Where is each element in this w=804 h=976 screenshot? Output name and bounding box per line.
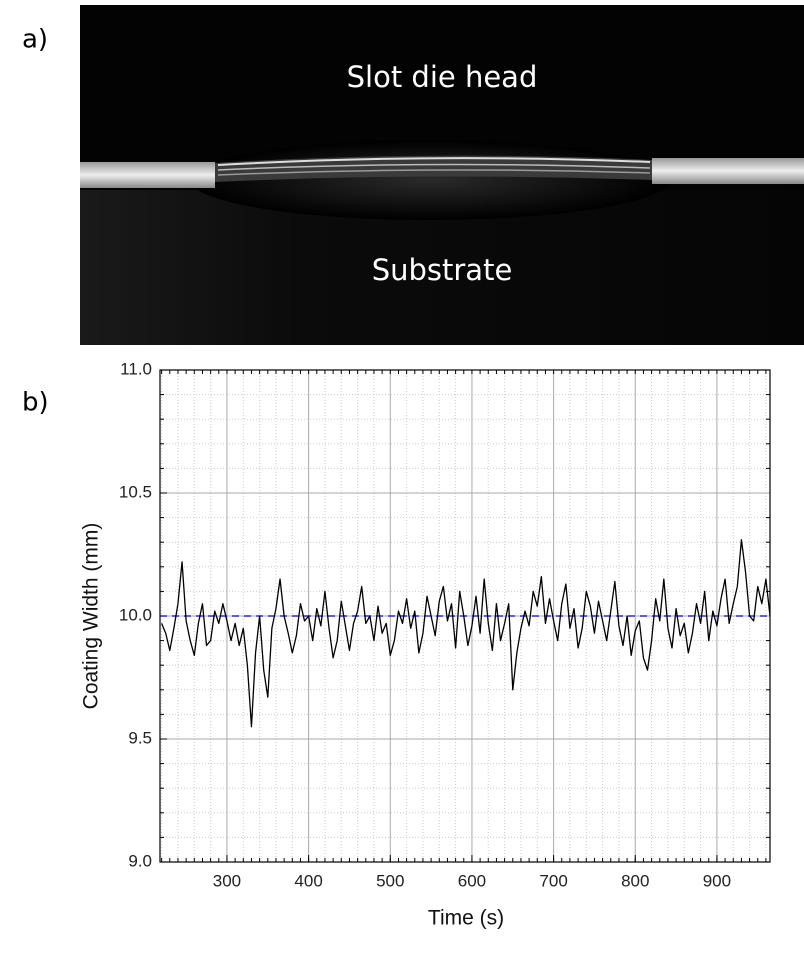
- y-tick-label: 11.0: [120, 359, 152, 378]
- line-series: [161, 539, 771, 728]
- y-tick-label: 9.5: [128, 728, 152, 747]
- y-tick-label: 10.0: [119, 605, 152, 624]
- x-tick-label: 700: [539, 871, 567, 890]
- panel-label: b): [22, 388, 49, 418]
- plot-frame: [159, 369, 771, 863]
- photo-label: Substrate: [372, 253, 513, 287]
- photo-label: Slot die head: [347, 60, 538, 94]
- x-tick-label: 400: [294, 871, 322, 890]
- panel-label: a): [22, 25, 48, 55]
- x-tick-label: 800: [621, 871, 649, 890]
- y-axis-title: Coating Width (mm): [80, 523, 103, 710]
- x-tick-label: 900: [703, 871, 731, 890]
- x-tick-label: 600: [458, 871, 486, 890]
- y-tick-label: 10.5: [119, 482, 152, 501]
- x-tick-label: 300: [213, 871, 241, 890]
- photo: Slot die head Substrate: [80, 5, 804, 345]
- x-axis-title: Time (s): [428, 907, 504, 930]
- chart: 9.0 9.5 10.0 10.5 11.0 300 400 500 600 700 800 900: [119, 359, 771, 890]
- y-tick-label: 9.0: [128, 851, 152, 870]
- x-tick-label: 500: [376, 871, 404, 890]
